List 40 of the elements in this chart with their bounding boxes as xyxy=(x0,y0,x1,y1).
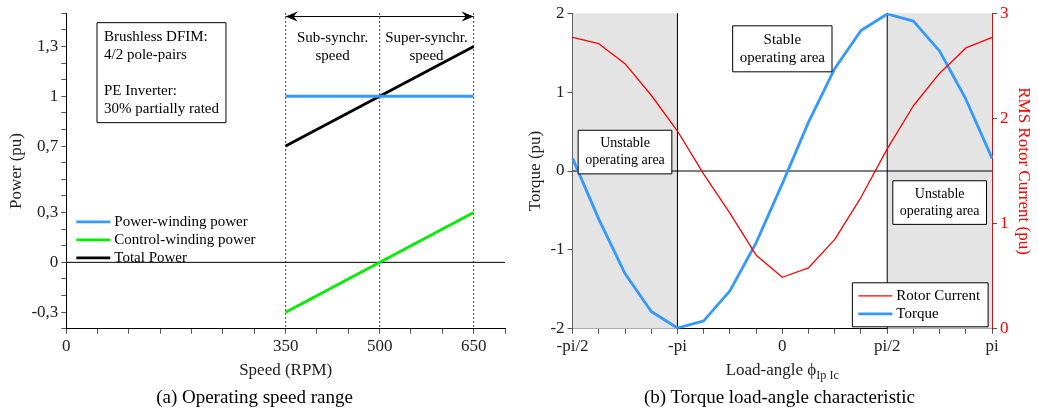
y-tick-label: 0 xyxy=(49,251,59,271)
legend-label: Torque xyxy=(896,304,939,321)
band-label: Unstable operating area xyxy=(585,135,666,168)
text: (b) Torque load-angle characteristic xyxy=(643,385,916,408)
y-axis-title: Torque (pu) xyxy=(524,130,544,212)
x-tick-label: -pi/2 xyxy=(556,336,589,356)
y-tick-label: -1 xyxy=(550,239,565,259)
y2-tick-label: 2 xyxy=(1000,107,1009,127)
y2-tick-label: 1 xyxy=(1000,213,1009,233)
annotation: Stable operating area xyxy=(739,30,826,65)
y-tick-label: -2 xyxy=(550,318,565,338)
annotation: Sub-synchr. speed xyxy=(296,29,369,64)
text: Brushless DFIM: 4/2 pole-pairs PE Inverter: 30% partially rated xyxy=(104,27,219,116)
y-tick-label: 1,3 xyxy=(37,35,59,55)
x-tick-label: 650 xyxy=(460,336,487,356)
x-tick-label: 350 xyxy=(272,336,299,356)
y-tick-label: 1 xyxy=(556,81,565,101)
annotation: Super-synchr. speed xyxy=(385,29,468,64)
y-tick-label: 1 xyxy=(49,85,59,105)
legend-label: Control-winding power xyxy=(114,230,256,247)
x-axis-title: Speed (RPM) xyxy=(239,359,333,379)
legend-label: Power-winding power xyxy=(114,212,248,229)
y-tick-label: -0,3 xyxy=(31,301,59,321)
band-label: Unstable operating area xyxy=(899,185,981,218)
x-tick-label: pi/2 xyxy=(873,336,901,356)
x-tick-label: 500 xyxy=(366,336,393,356)
x-tick-label: -pi xyxy=(668,336,688,356)
y-tick-label: 0,7 xyxy=(37,135,59,155)
legend-label: Rotor Current xyxy=(896,286,981,303)
y-axis-title: Power (pu) xyxy=(5,132,25,210)
legend-label: Total Power xyxy=(114,248,187,265)
y-tick-label: 0 xyxy=(556,160,565,180)
y-tick-label: 0,3 xyxy=(37,202,59,221)
x-tick-label: pi xyxy=(985,336,999,356)
y2-tick-label: 0 xyxy=(1000,318,1009,338)
y-tick-label: 2 xyxy=(556,2,565,22)
y2-tick-label: 3 xyxy=(1000,2,1009,22)
text: (a) Operating speed range xyxy=(156,385,353,408)
y2-axis-title: RMS Rotor Current (pu) xyxy=(1015,87,1035,255)
x-tick-label: 0 xyxy=(778,336,787,356)
